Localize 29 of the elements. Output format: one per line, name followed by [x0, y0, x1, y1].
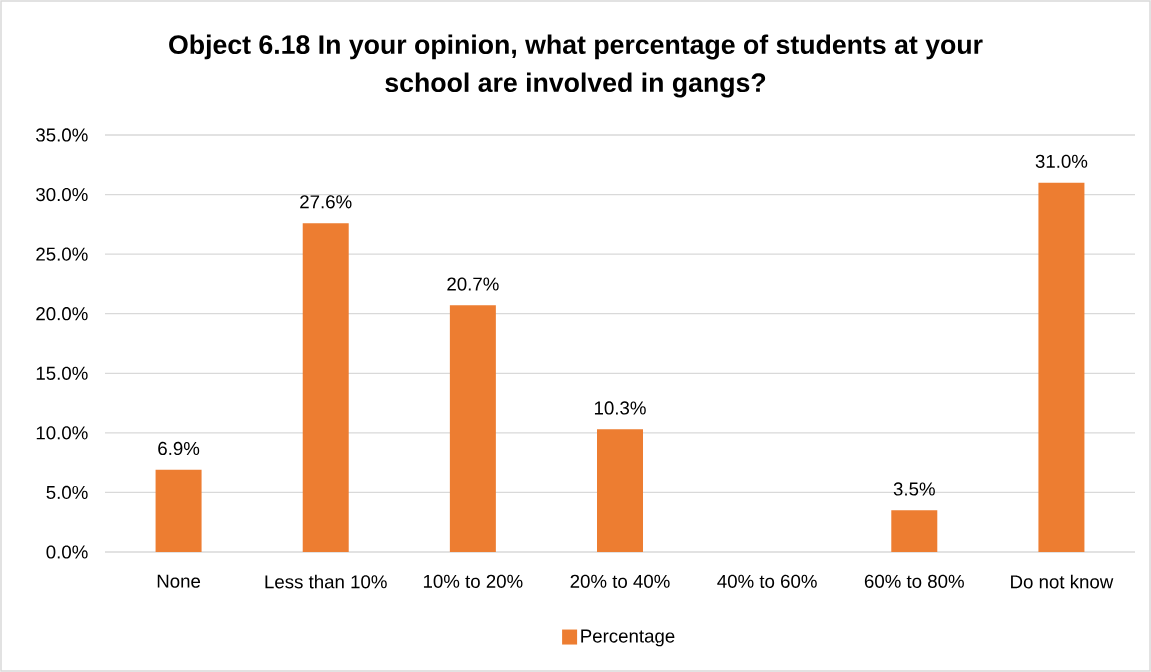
bar [1038, 182, 1085, 552]
bar [449, 305, 496, 552]
x-tick-label: 40% to 60% [717, 574, 817, 588]
x-tick-label: Less than 10% [265, 574, 387, 589]
data-label: 6.9% [158, 441, 200, 456]
x-tick-label: 20% to 40% [570, 574, 670, 588]
data-label: 20.7% [447, 277, 499, 291]
bar [302, 223, 349, 552]
y-tick-label: 30.0% [36, 187, 88, 202]
x-tick-label: Do not know [1011, 574, 1114, 589]
bar [155, 469, 202, 552]
chart-title: Object 6.18 In your opinion, what percentage of students at your school are involved in gangs? [169, 34, 983, 98]
y-tick-label: 25.0% [36, 247, 88, 261]
bar [597, 429, 643, 552]
y-tick-label: 10.0% [36, 426, 88, 440]
data-label: 31.0% [1035, 154, 1088, 168]
bar [891, 510, 938, 552]
legend-label: Percentage [581, 629, 675, 647]
y-tick-label: 5.0% [46, 485, 88, 500]
data-label: 3.5% [893, 482, 935, 496]
y-tick-label: 15.0% [36, 366, 88, 380]
x-tick-label: 60% to 80% [864, 574, 964, 588]
x-tick-label: None [157, 574, 201, 588]
y-tick-label: 35.0% [36, 128, 88, 142]
y-tick-label: 0.0% [46, 545, 88, 559]
y-tick-label: 20.0% [36, 307, 88, 321]
data-label: 10.3% [594, 401, 646, 415]
data-label: 27.6% [300, 195, 352, 209]
x-tick-label: 10% to 20% [423, 574, 523, 588]
